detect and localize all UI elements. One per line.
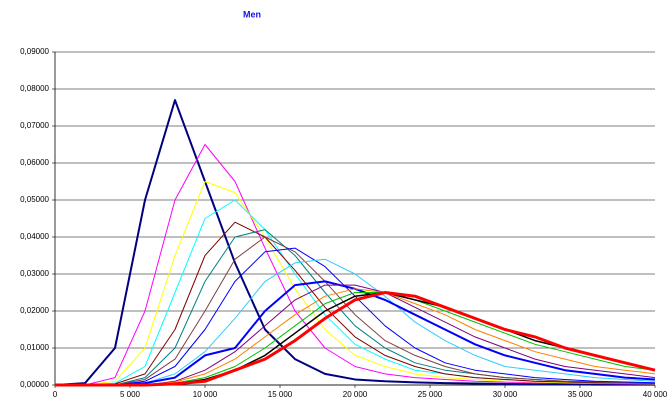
- x-tick-label: 30 000: [493, 390, 518, 399]
- y-tick-label: 0,05000: [20, 195, 49, 204]
- x-tick-label: 10 000: [193, 390, 218, 399]
- x-tick-label: 20 000: [343, 390, 368, 399]
- y-tick-label: 0,09000: [20, 47, 49, 56]
- x-tick-label: 5 000: [120, 390, 141, 399]
- series-line: [54, 99, 655, 386]
- series-line: [55, 258, 656, 386]
- series-line: [55, 221, 656, 386]
- series-line: [55, 181, 656, 386]
- chart-title: Men: [243, 9, 261, 19]
- y-tick-label: 0,04000: [20, 232, 49, 241]
- y-tick-label: 0,02000: [20, 306, 49, 315]
- x-tick-label: 40 000: [643, 390, 668, 399]
- y-tick-label: 0,03000: [20, 269, 49, 278]
- y-tick-label: 0,01000: [20, 343, 49, 352]
- y-tick-label: 0,00000: [20, 380, 49, 389]
- x-tick-label: 25 000: [418, 390, 443, 399]
- series-line: [55, 247, 656, 386]
- x-tick-label: 0: [53, 390, 58, 399]
- series-line: [55, 291, 656, 387]
- y-tick-label: 0,06000: [20, 158, 49, 167]
- x-tick-label: 15 000: [268, 390, 293, 399]
- y-tick-label: 0,08000: [20, 84, 49, 93]
- series-line: [55, 229, 656, 386]
- series-line: [55, 236, 656, 386]
- x-tick-label: 35 000: [568, 390, 593, 399]
- y-tick-label: 0,07000: [20, 121, 49, 130]
